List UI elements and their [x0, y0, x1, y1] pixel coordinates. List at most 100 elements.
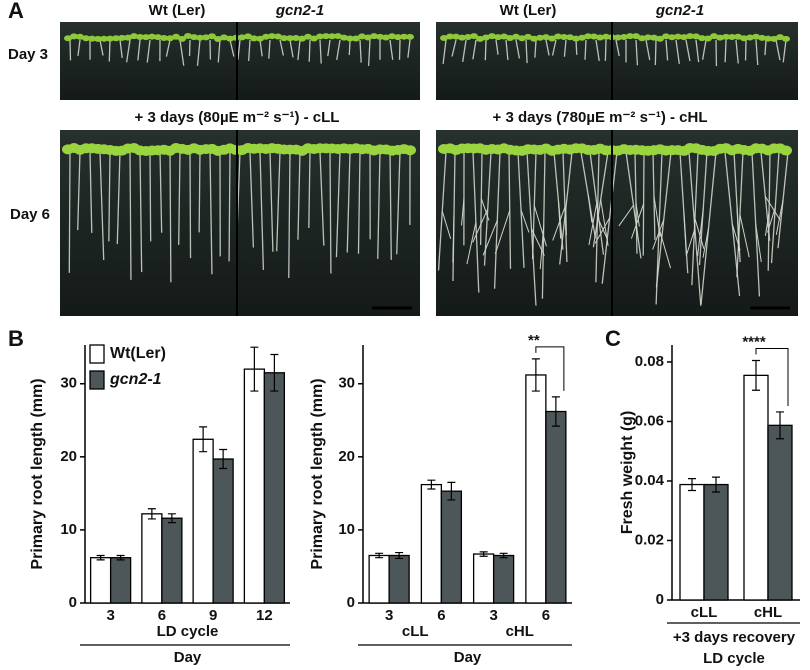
- error-bar: [712, 476, 720, 493]
- leaf: [710, 33, 718, 40]
- lateral-root: [596, 216, 609, 241]
- root: [775, 39, 781, 61]
- lateral-root: [533, 205, 547, 247]
- leaf: [578, 34, 586, 41]
- leaf: [136, 33, 144, 40]
- root: [534, 39, 537, 58]
- y-tick-label: 10: [60, 521, 77, 538]
- leaf: [310, 35, 318, 42]
- leaf: [494, 34, 502, 41]
- lateral-root: [587, 194, 593, 223]
- column-label: gcn2-1: [655, 2, 704, 19]
- leaf: [698, 35, 706, 42]
- leaf: [316, 33, 324, 40]
- y-tick-label: 0.06: [635, 412, 664, 429]
- root: [319, 39, 322, 64]
- panel-label: C: [605, 326, 621, 351]
- x-tick-label: 9: [209, 607, 217, 624]
- x-axis-label: Day: [454, 649, 482, 666]
- column-label: gcn2-1: [275, 2, 324, 19]
- leaf: [142, 34, 150, 41]
- legend-swatch: [89, 344, 105, 364]
- root: [308, 39, 311, 62]
- root: [700, 151, 717, 305]
- bar: [492, 554, 515, 604]
- leaf: [226, 35, 234, 42]
- leaf: [64, 35, 72, 42]
- leaf: [692, 33, 700, 40]
- leaf: [262, 33, 270, 40]
- error-bar: [199, 426, 208, 453]
- leaf: [722, 33, 730, 40]
- x-axis-label: +3 days recovery: [673, 629, 796, 646]
- leaf: [758, 34, 766, 41]
- root: [615, 39, 620, 57]
- root: [575, 39, 578, 55]
- root: [782, 39, 787, 63]
- error-bar: [219, 448, 228, 470]
- lateral-root: [452, 216, 455, 263]
- root: [551, 39, 557, 56]
- x-axis-label: LD cycle: [157, 623, 219, 640]
- y-tick-label: 0.04: [635, 472, 665, 489]
- root: [604, 39, 607, 61]
- lateral-root: [441, 211, 452, 240]
- root: [178, 151, 181, 245]
- root: [165, 39, 171, 57]
- leaf: [572, 35, 580, 42]
- root: [389, 151, 392, 260]
- leaf: [358, 33, 366, 40]
- root: [545, 39, 550, 56]
- leaf: [584, 33, 592, 40]
- bar: [743, 374, 769, 601]
- leaf: [268, 33, 276, 40]
- root: [348, 39, 351, 56]
- row-label: Day 3: [8, 46, 48, 63]
- root: [484, 39, 487, 61]
- leaf: [506, 34, 514, 41]
- leaf: [340, 34, 348, 41]
- root: [396, 151, 401, 255]
- x-tick-label: 3: [385, 607, 393, 624]
- lateral-root: [764, 211, 770, 236]
- lateral-root: [635, 202, 640, 227]
- root: [563, 39, 567, 57]
- leaf: [304, 33, 312, 40]
- group-label: cHL: [506, 623, 534, 640]
- y-tick-label: 30: [338, 375, 355, 392]
- condition-label: + 3 days (80µE m⁻² s⁻¹) - cLL: [135, 109, 340, 126]
- error-bar: [395, 551, 404, 560]
- leaf: [370, 33, 378, 40]
- root: [389, 39, 394, 60]
- y-axis-label: Primary root length (mm): [309, 378, 326, 569]
- bar: [89, 557, 112, 604]
- root: [335, 151, 341, 258]
- root: [108, 151, 111, 242]
- x-axis-label: Day: [174, 649, 202, 666]
- root: [367, 39, 371, 66]
- root: [68, 151, 71, 273]
- bar: [703, 483, 729, 601]
- legend-label: Wt(Ler): [110, 345, 166, 362]
- leaf: [328, 33, 336, 40]
- leaf: [280, 35, 288, 42]
- leaf: [554, 33, 562, 40]
- leaf: [94, 35, 102, 42]
- leaf: [446, 33, 454, 40]
- y-tick-label: 0: [347, 594, 355, 611]
- root: [675, 39, 680, 64]
- lateral-root: [694, 218, 705, 249]
- legend-label: gcn2-1: [109, 371, 162, 388]
- bar: [472, 553, 495, 604]
- root: [269, 151, 274, 252]
- root: [691, 151, 699, 286]
- y-tick-label: 20: [338, 448, 355, 465]
- leaf: [590, 33, 598, 40]
- leaf: [488, 33, 496, 40]
- error-bar: [551, 396, 560, 427]
- lateral-root: [466, 222, 477, 265]
- significance-label: **: [528, 332, 540, 349]
- root: [77, 39, 81, 56]
- leaf: [382, 34, 390, 41]
- leaf: [178, 35, 186, 42]
